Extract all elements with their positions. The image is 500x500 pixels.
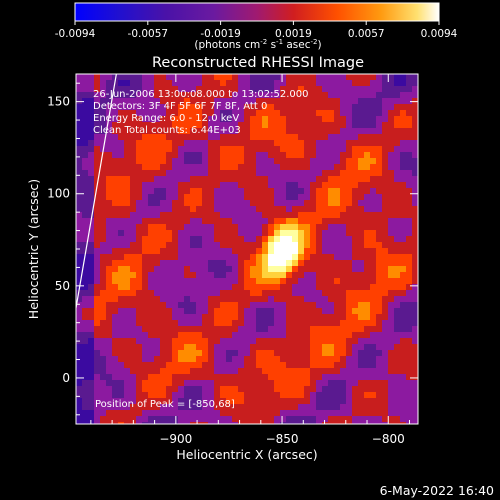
footer-date: 6-May-2022 16:40 [380, 483, 494, 498]
colorbar-tick-label: 0.0057 [348, 28, 385, 40]
colorbar-tick-label: -0.0094 [55, 28, 96, 40]
y-tick-label: 0 [62, 371, 70, 385]
colorbar-tick-label: 0.0094 [421, 28, 458, 40]
y-tick-label: 150 [47, 95, 70, 109]
colorbar: -0.0094 -0.0057 -0.0019 0.0019 0.0057 0.0094 … [55, 2, 458, 51]
colorbar-units-label: (photons cm-2 s-1 asec-2) [194, 38, 321, 51]
colorbar-ticks: -0.0094 -0.0057 -0.0019 0.0019 0.0057 0.0094 [55, 21, 458, 40]
colorbar-tick-label: -0.0019 [200, 28, 241, 40]
heatmap-image [76, 74, 418, 424]
x-tick-label: −900 [159, 432, 192, 446]
annotation-energy: Energy Range: 6.0 - 12.0 keV [93, 113, 239, 124]
annotation-peak-position: Position of Peak = [-850,68] [95, 399, 235, 410]
x-axis-ticks: −900 −850 −800 [90, 74, 411, 446]
y-tick-label: 100 [47, 187, 70, 201]
annotation-block: 26-Jun-2006 13:00:08.000 to 13:02:52.000… [93, 89, 309, 410]
colorbar-gradient [74, 2, 440, 22]
annotation-detectors: Detectors: 3F 4F 5F 6F 7F 8F, Att 0 [93, 101, 267, 112]
annotation-time: 26-Jun-2006 13:00:08.000 to 13:02:52.000 [93, 89, 309, 100]
y-axis-ticks: 0 50 100 150 [47, 82, 418, 416]
y-axis-label: Heliocentric Y (arcsec) [26, 179, 41, 319]
y-tick-label: 50 [55, 279, 70, 293]
x-axis-label: Heliocentric X (arcsec) [176, 447, 317, 462]
colorbar-tick-label: -0.0057 [128, 28, 169, 40]
x-tick-label: −800 [372, 432, 405, 446]
chart-title: Reconstructed RHESSI Image [152, 55, 364, 71]
x-tick-label: −850 [266, 432, 299, 446]
colorbar-tick-label: 0.0019 [275, 28, 312, 40]
solar-limb-line [76, 74, 117, 309]
annotation-clean: Clean Total counts: 6.44E+03 [93, 125, 241, 136]
